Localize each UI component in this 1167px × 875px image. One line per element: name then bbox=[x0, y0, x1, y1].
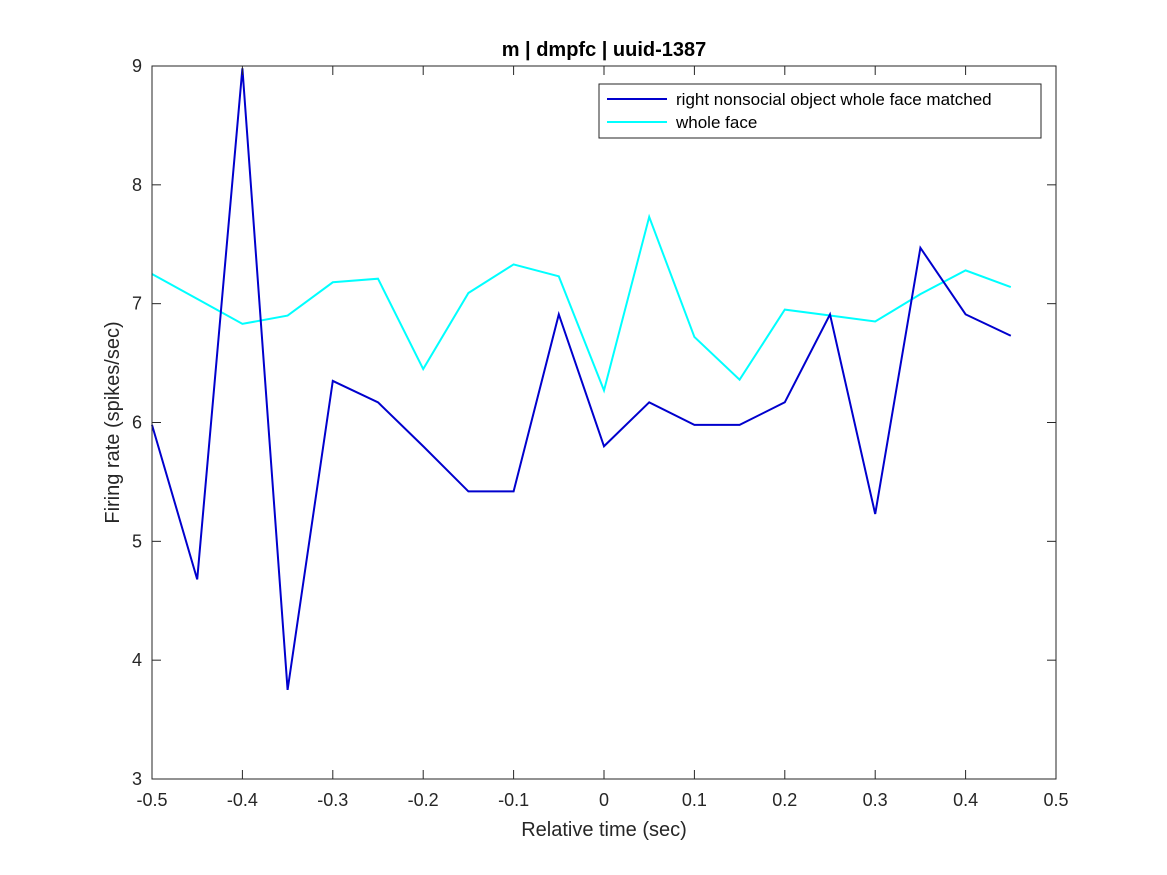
plot-background bbox=[152, 66, 1056, 779]
x-tick-label: 0.4 bbox=[953, 790, 978, 810]
legend-box bbox=[598, 83, 1042, 139]
series-line-1 bbox=[151, 213, 1012, 394]
x-tick-label: -0.3 bbox=[317, 790, 348, 810]
y-tick-label: 5 bbox=[132, 531, 142, 551]
x-tick-label: 0 bbox=[599, 790, 609, 810]
x-tick-label: 0.2 bbox=[772, 790, 797, 810]
series-layer bbox=[151, 68, 1012, 691]
y-axis-title: Firing rate (spikes/sec) bbox=[102, 321, 124, 523]
x-tick-label: 0.1 bbox=[682, 790, 707, 810]
ticks-layer: -0.5 -0.4 -0.3 -0.2 -0.1 0 0.1 0.2 0.3 0.4 0.5 3 4 5 6… bbox=[132, 56, 1069, 810]
y-tick-label: 3 bbox=[132, 769, 142, 789]
y-tick-label: 6 bbox=[132, 413, 142, 433]
y-tick-label: 7 bbox=[132, 294, 142, 314]
chart-title: m | dmpfc | uuid-1387 bbox=[502, 39, 707, 61]
y-tick-label: 8 bbox=[132, 175, 142, 195]
x-axis-title: Relative time (sec) bbox=[521, 819, 687, 841]
legend: right nonsocial object whole face matche… bbox=[598, 83, 1042, 139]
y-tick-label: 9 bbox=[132, 56, 142, 76]
series-line-0 bbox=[151, 68, 1012, 691]
x-tick-label: -0.1 bbox=[498, 790, 529, 810]
x-tick-label: -0.2 bbox=[408, 790, 439, 810]
x-tick-label: 0.3 bbox=[863, 790, 888, 810]
x-tick-label: -0.5 bbox=[136, 790, 167, 810]
x-tick-label: -0.4 bbox=[227, 790, 258, 810]
legend-label-1: whole face bbox=[675, 113, 757, 132]
legend-label-0: right nonsocial object whole face matche… bbox=[676, 90, 992, 109]
x-tick-label: 0.5 bbox=[1043, 790, 1068, 810]
y-tick-label: 4 bbox=[132, 650, 142, 670]
